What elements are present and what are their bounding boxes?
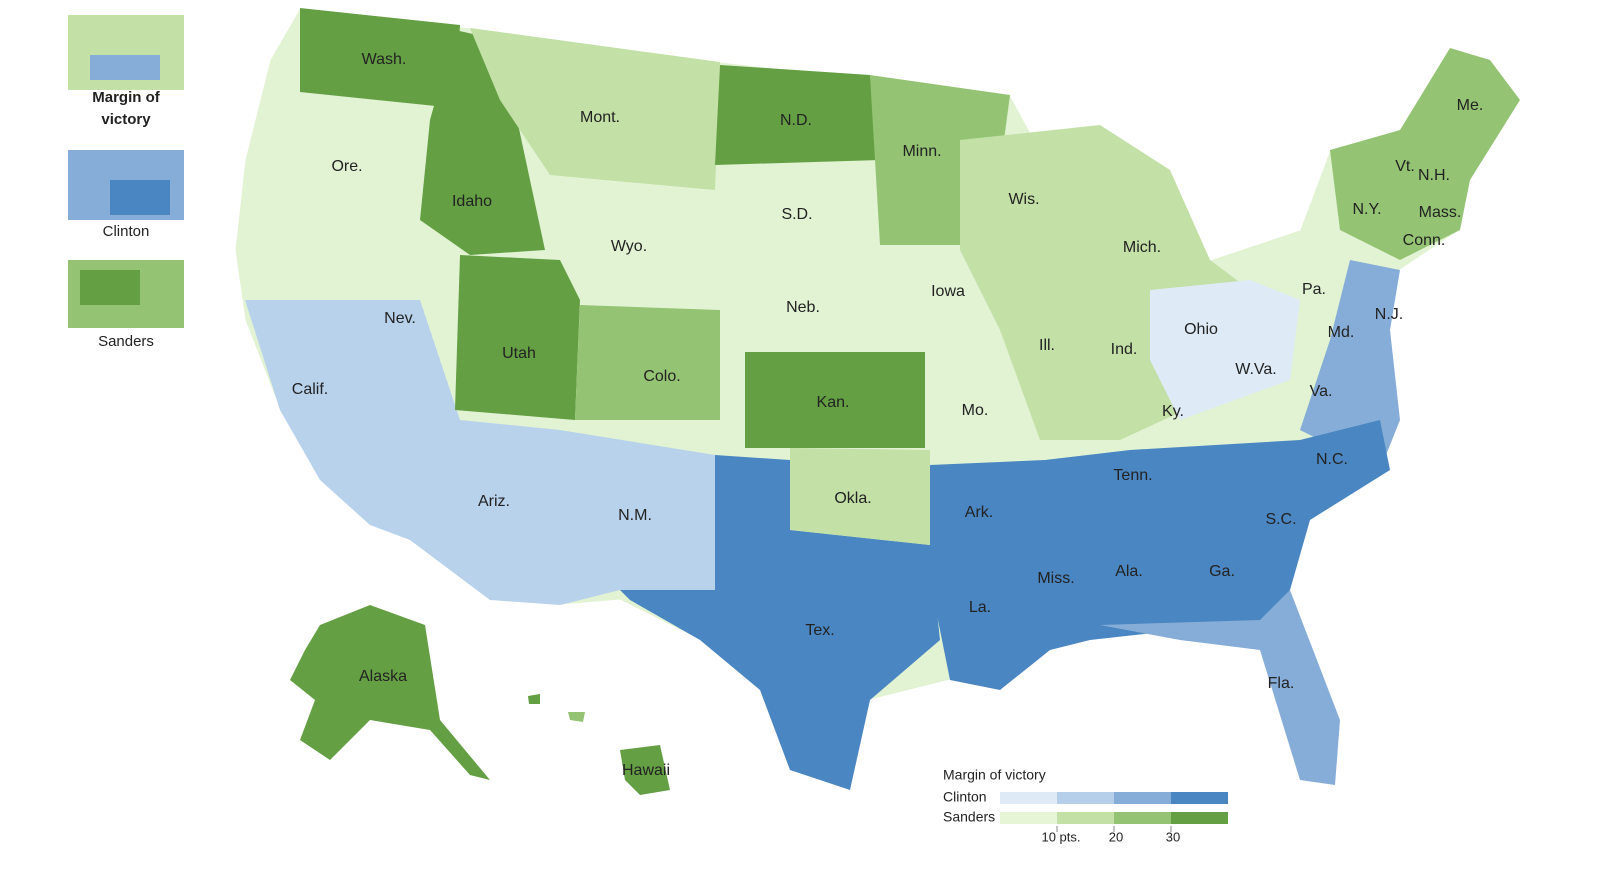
map-shapes [234,7,1521,795]
state-label: Wis. [1008,191,1039,208]
state-label: Ind. [1111,341,1138,358]
legend-swatch [1114,812,1171,824]
legend-tick-label: 10 pts. [1041,829,1080,844]
region-midatlantic [1300,260,1400,470]
region-idaho [420,30,545,255]
state-label: Va. [1310,383,1333,400]
region-utah [455,255,580,420]
region-colo [575,305,720,420]
state-label: Okla. [834,490,871,507]
region-mont [470,28,720,190]
state-label: Tex. [805,622,834,639]
state-label: Ore. [331,158,362,175]
state-label: Me. [1457,97,1484,114]
state-label: Ariz. [478,493,510,510]
legend-swatch [1171,792,1228,804]
state-label: N.J. [1375,306,1403,323]
legend-tick-label: 20 [1109,829,1123,844]
state-label: Mich. [1123,239,1161,256]
region-okla [790,448,930,545]
thumbnail-label: Sanders [98,333,154,350]
legend-tick-label: 30 [1166,829,1180,844]
state-label: Utah [502,345,536,362]
state-label: Ark. [965,504,993,521]
legend-swatch [1057,812,1114,824]
state-label: Vt. [1395,158,1415,175]
state-label: Hawaii [622,762,670,779]
region-wash [300,8,460,108]
state-label: Pa. [1302,281,1326,298]
state-label: Mont. [580,109,620,126]
state-label: Miss. [1037,570,1074,587]
legend-swatch [1114,792,1171,804]
legend-row-label: Clinton [943,789,987,805]
state-label: Neb. [786,299,820,316]
thumbnail-clinton-overlay [110,180,170,215]
state-label: Ala. [1115,563,1143,580]
region-ohio [1150,280,1300,420]
state-label: Nev. [384,310,416,327]
state-label: S.C. [1265,511,1296,528]
legend-swatch [1000,792,1057,804]
state-label: Minn. [902,143,941,160]
hawaii-island [568,712,585,722]
alaska [290,605,490,780]
state-label: Idaho [452,193,492,210]
state-label: Ky. [1162,403,1184,420]
region-texas [620,455,940,790]
legend-title: Margin of victory [943,767,1046,783]
state-label: Wash. [362,51,407,68]
legend-swatch [1171,812,1228,824]
region-kan [745,352,925,448]
state-label: Wyo. [611,238,647,255]
labels: Margin of victory Clinton Sanders Wash. Ore. C… [92,51,1483,844]
state-label: Mo. [962,402,989,419]
state-label: Kan. [817,394,850,411]
state-label: Tenn. [1113,467,1152,484]
region-northeast [1330,48,1520,260]
thumbnail-sanders-overlay [80,270,140,305]
state-label: Alaska [359,668,407,685]
thumbnail-label: Margin of victory [92,89,160,128]
state-label: N.H. [1418,167,1450,184]
state-label: Mass. [1419,204,1462,221]
hawaii [620,745,670,795]
legend-swatch [1057,792,1114,804]
region-florida [1100,590,1340,785]
legend-row-label: Sanders [943,809,995,825]
state-label: Colo. [643,368,680,385]
state-label: N.C. [1316,451,1348,468]
state-label: N.M. [618,507,652,524]
state-label: La. [969,599,991,616]
state-label: Md. [1328,324,1355,341]
legend-swatch [1000,812,1057,824]
state-label: Fla. [1268,675,1295,692]
region-nd [715,65,880,165]
region-southwest [245,300,715,605]
state-label: Iowa [931,283,965,300]
state-label: Conn. [1403,232,1446,249]
state-label: Ohio [1184,321,1218,338]
state-label: N.D. [780,112,812,129]
sidebar [68,15,184,328]
state-label: Calif. [292,381,328,398]
state-label: S.D. [781,206,812,223]
hawaii-island [528,694,540,704]
state-label: W.Va. [1235,361,1277,378]
state-label: Ill. [1039,337,1055,354]
thumbnail-margin-overlay [90,55,160,80]
region-southeast [930,420,1390,690]
state-label: N.Y. [1352,201,1381,218]
state-label: Ga. [1209,563,1235,580]
thumbnail-label: Clinton [103,223,150,240]
